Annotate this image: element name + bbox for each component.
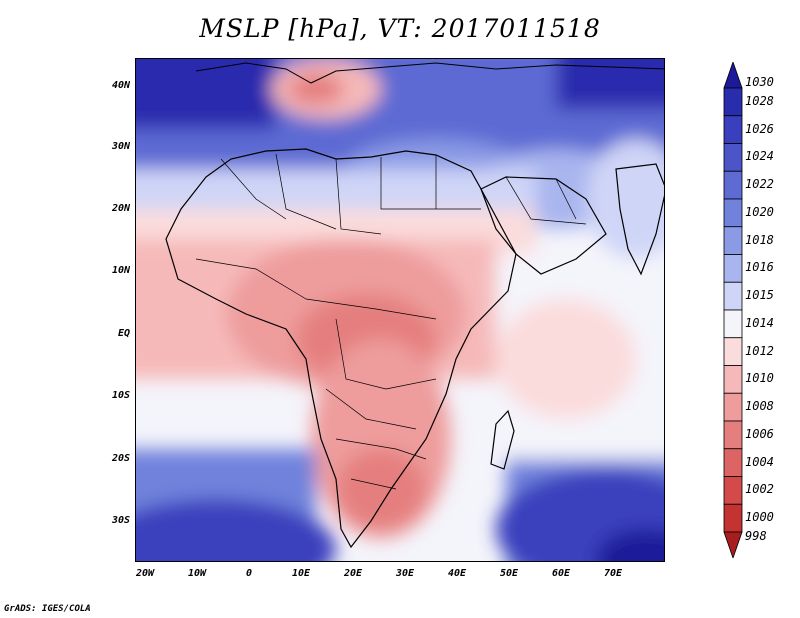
legend-label: 1000 (745, 510, 774, 525)
legend-swatch (723, 170, 743, 200)
india-coastline (615, 163, 664, 276)
lon-label-0: 0 (245, 568, 253, 579)
legend-label: 1015 (745, 288, 774, 303)
legend-label: 1022 (745, 177, 774, 192)
legend-swatch (723, 226, 743, 255)
legend-label: 1030 (745, 74, 774, 89)
lon-label-10e: 10E (291, 568, 311, 579)
legend-swatch-bottom (723, 531, 743, 558)
lon-label-60e: 60E (551, 568, 571, 579)
legend-label: 1010 (745, 371, 774, 386)
lon-label-20w: 20W (135, 568, 155, 579)
legend-label: 998 (745, 529, 767, 544)
legend-label: 1026 (745, 121, 774, 136)
legend-swatch (723, 198, 743, 228)
lat-label-10n: 10N (111, 265, 130, 276)
legend-swatch (723, 476, 743, 505)
lat-label-20s: 20S (111, 453, 130, 464)
lat-label-eq: EQ (117, 328, 130, 339)
pressure-map (135, 58, 665, 562)
arabia-coastline (480, 176, 607, 275)
lon-label-10w: 10W (187, 568, 207, 579)
legend-label: 1002 (745, 482, 774, 497)
legend-swatch (723, 420, 743, 450)
legend-label: 1006 (745, 426, 774, 441)
legend-label: 1012 (745, 343, 774, 358)
legend-label: 1008 (745, 399, 774, 414)
map-title: MSLP [hPa], VT: 2017011518 (199, 14, 601, 43)
legend-swatch (723, 337, 743, 366)
lon-label-30e: 30E (395, 568, 415, 579)
lon-label-50e: 50E (499, 568, 519, 579)
lat-label-40n: 40N (111, 80, 130, 91)
legend-swatch (723, 392, 743, 422)
legend-label: 1020 (745, 204, 774, 219)
legend-swatch (723, 87, 743, 117)
legend-label: 1004 (745, 454, 774, 469)
africa-coastline (165, 148, 517, 549)
legend-swatch (723, 448, 743, 477)
legend-swatch-top (723, 62, 743, 89)
madagascar-coastline (490, 409, 515, 470)
legend-label: 1028 (745, 93, 774, 108)
legend-colorbar (723, 62, 743, 558)
legend-label: 1024 (745, 149, 774, 164)
lat-label-10s: 10S (111, 390, 130, 401)
country-borders (195, 153, 587, 490)
pressure-field (136, 59, 664, 561)
legend-swatch (723, 254, 743, 283)
lon-label-20e: 20E (343, 568, 363, 579)
legend-swatch (723, 503, 743, 533)
lon-label-40e: 40E (447, 568, 467, 579)
legend-swatch (723, 143, 743, 172)
legend-label: 1014 (745, 315, 774, 330)
lat-label-20n: 20N (111, 203, 130, 214)
lat-label-30n: 30N (111, 141, 130, 152)
lat-label-30s: 30S (111, 515, 130, 526)
legend-label: 1016 (745, 260, 774, 275)
legend-swatch (723, 309, 743, 339)
legend-label: 1018 (745, 232, 774, 247)
credit-text: GrADS: IGES/COLA (4, 604, 91, 614)
lon-label-70e: 70E (603, 568, 623, 579)
legend-swatch (723, 365, 743, 394)
legend-swatch (723, 115, 743, 144)
europe-coastline (195, 62, 664, 84)
legend-swatch (723, 281, 743, 311)
